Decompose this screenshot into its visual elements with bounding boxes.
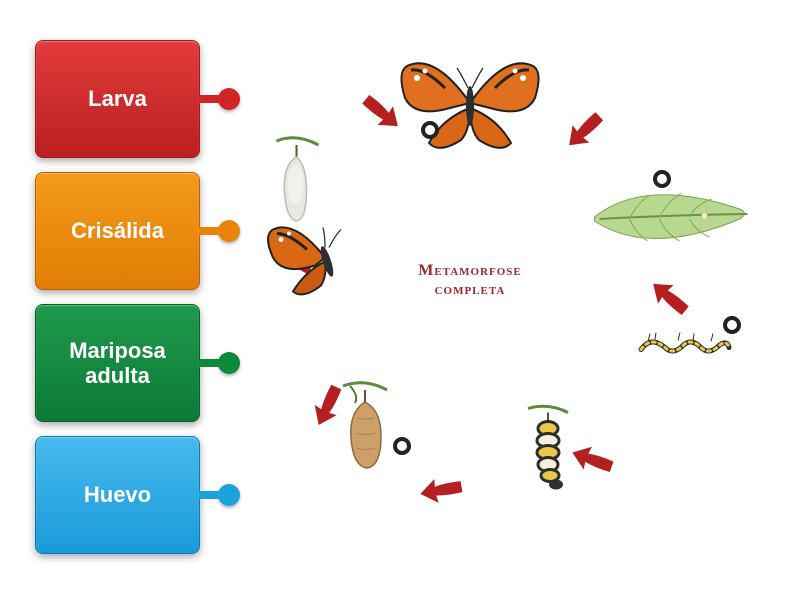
cycle-title: Metamorfose completa [418,261,522,299]
drop-target-caterpillar[interactable] [723,316,741,334]
stage-chrysalis [325,378,405,478]
cycle-title-line1: Metamorfose [418,261,522,280]
label-text: Mariposa adulta [44,338,191,389]
stage-caterpillar-small [633,328,733,363]
label-text: Huevo [84,482,151,507]
stage-butterfly-adult [395,48,545,158]
label-card-larva[interactable]: Larva [35,40,200,158]
drop-target-butterfly[interactable] [421,121,439,139]
label-card-huevo[interactable]: Huevo [35,436,200,554]
drop-target-leaf[interactable] [653,170,671,188]
cycle-arrow-icon [561,108,608,154]
cycle-title-line2: completa [418,280,522,299]
drop-target-chrysalis[interactable] [393,437,411,455]
label-text: Larva [88,86,147,111]
cycle-arrow-icon [645,275,693,320]
label-card-crisalida[interactable]: Crisálida [35,172,200,290]
stage-butterfly-side [265,216,375,301]
stage-leaf-egg [590,169,755,259]
label-text: Crisálida [71,218,164,243]
stage-caterpillar-large [508,403,588,498]
cycle-arrow-icon [418,475,463,506]
label-card-mariposa[interactable]: Mariposa adulta [35,304,200,422]
